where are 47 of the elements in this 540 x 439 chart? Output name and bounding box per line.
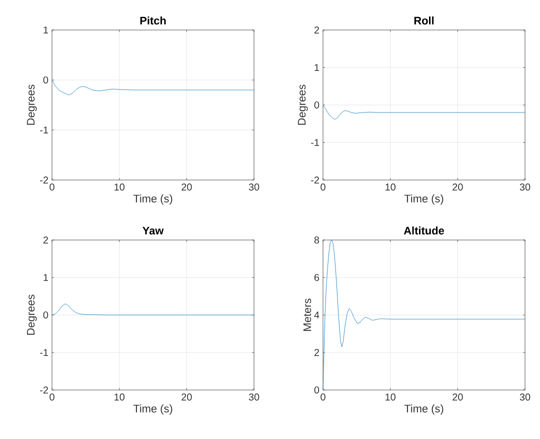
x-tick-label: 20 bbox=[452, 394, 463, 401]
y-tick-label: 6 bbox=[314, 274, 320, 282]
y-tick-label: 0 bbox=[314, 386, 320, 394]
x-tick-label: 10 bbox=[114, 394, 124, 401]
y-tick-label: 0 bbox=[43, 311, 48, 319]
y-axis-title: Degrees bbox=[26, 294, 37, 335]
y-tick-label: -2 bbox=[40, 386, 48, 394]
y-tick-label: 0 bbox=[43, 76, 48, 84]
y-tick-label: 1 bbox=[44, 26, 48, 34]
x-tick-label: 30 bbox=[248, 184, 260, 191]
x-axis-title: Time (s) bbox=[133, 404, 172, 415]
chart-title: Altitude bbox=[404, 226, 444, 235]
y-axis-title: Meters bbox=[303, 298, 312, 331]
x-tick-label: 10 bbox=[386, 184, 396, 191]
x-tick-label: 0 bbox=[320, 184, 326, 191]
y-tick-label: 2 bbox=[314, 349, 319, 356]
y-axis-title: Degrees bbox=[298, 84, 308, 125]
x-tick-label: 30 bbox=[248, 394, 260, 401]
x-tick-label: 0 bbox=[50, 394, 54, 401]
y-tick-label: 8 bbox=[314, 236, 320, 244]
y-tick-label: 2 bbox=[314, 26, 319, 34]
x-tick-label: 20 bbox=[182, 184, 192, 191]
y-tick-label: 4 bbox=[314, 312, 320, 318]
y-tick-label: 1 bbox=[314, 64, 320, 71]
x-tick-label: 30 bbox=[520, 184, 530, 191]
x-tick-label: 20 bbox=[452, 184, 463, 191]
x-axis-title: Time (s) bbox=[133, 194, 172, 205]
y-tick-label: 0 bbox=[314, 101, 320, 109]
y-axis-title: Degrees bbox=[26, 84, 37, 125]
chart-title: Yaw bbox=[142, 226, 164, 235]
x-tick-label: 20 bbox=[182, 394, 192, 401]
x-tick-label: 10 bbox=[386, 394, 396, 401]
chart-title: Pitch bbox=[140, 16, 166, 25]
chart-title: Roll bbox=[414, 16, 434, 24]
x-tick-label: 10 bbox=[114, 184, 124, 191]
y-tick-label: -2 bbox=[311, 176, 319, 184]
y-tick-label: -1 bbox=[40, 349, 48, 356]
y-tick-label: -1 bbox=[40, 126, 48, 134]
x-axis-title: Time (s) bbox=[404, 194, 444, 205]
y-tick-label: -1 bbox=[311, 139, 320, 146]
x-tick-label: 30 bbox=[520, 394, 530, 401]
x-tick-label: 0 bbox=[50, 184, 54, 191]
x-axis-title: Time (s) bbox=[404, 404, 444, 415]
y-tick-label: 1 bbox=[44, 274, 48, 281]
y-tick-label: -2 bbox=[40, 176, 48, 184]
x-tick-label: 0 bbox=[320, 394, 326, 401]
y-tick-label: 2 bbox=[43, 236, 48, 244]
